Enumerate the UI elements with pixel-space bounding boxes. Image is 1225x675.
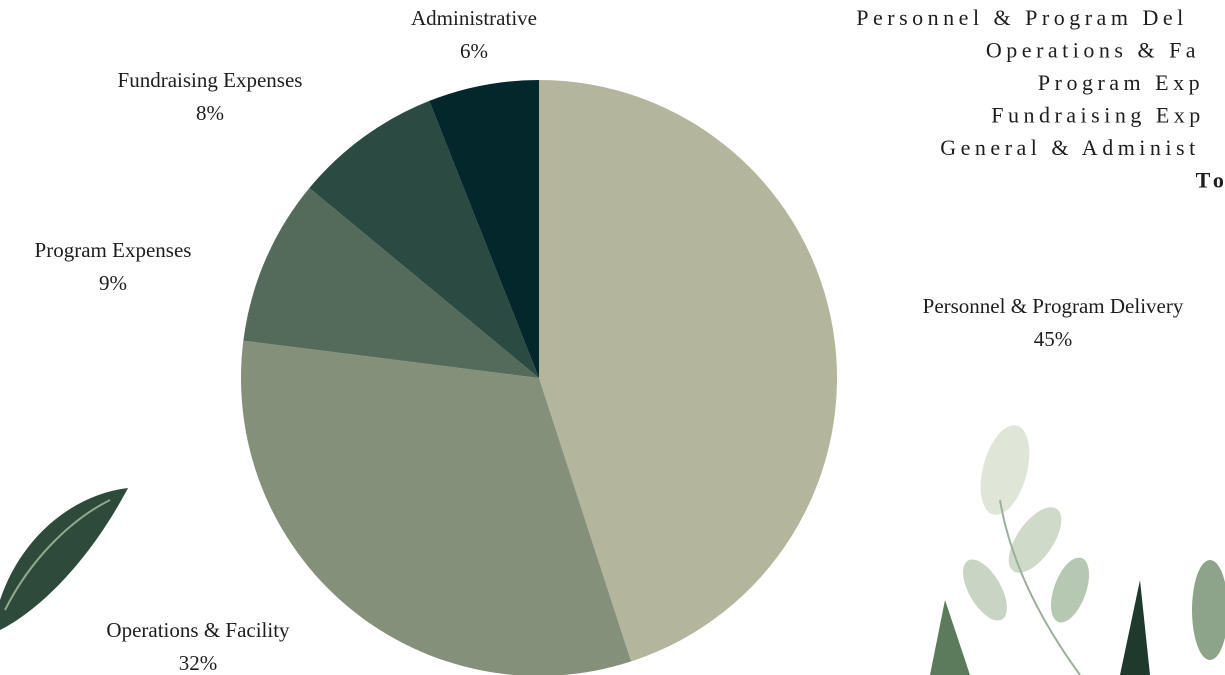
page: Personnel & Program Delivery 45% Operation… bbox=[0, 0, 1225, 675]
slice-label: Operations & Facility bbox=[106, 618, 290, 642]
slice-value-label: 9% bbox=[99, 271, 127, 295]
chart: Personnel & Program Delivery 45% Operation… bbox=[0, 0, 1225, 675]
slice-label: Personnel & Program Delivery bbox=[923, 294, 1184, 318]
side-list-item: Program Exp bbox=[1038, 70, 1204, 95]
slice-value-label: 45% bbox=[1034, 327, 1073, 351]
slice-label: Administrative bbox=[411, 6, 537, 30]
side-list-item: General & Administ bbox=[940, 135, 1199, 160]
slice-value-label: 6% bbox=[460, 39, 488, 63]
side-list-item: Operations & Fa bbox=[986, 38, 1200, 63]
side-list-item: Fundraising Exp bbox=[991, 103, 1205, 128]
slice-label: Fundraising Expenses bbox=[118, 68, 303, 92]
side-list-item: Personnel & Program Del bbox=[856, 5, 1187, 30]
side-list-item: To bbox=[1196, 168, 1225, 193]
slice-value-label: 8% bbox=[196, 101, 224, 125]
slice-value-label: 32% bbox=[179, 651, 218, 675]
slice-label: Program Expenses bbox=[35, 238, 192, 262]
